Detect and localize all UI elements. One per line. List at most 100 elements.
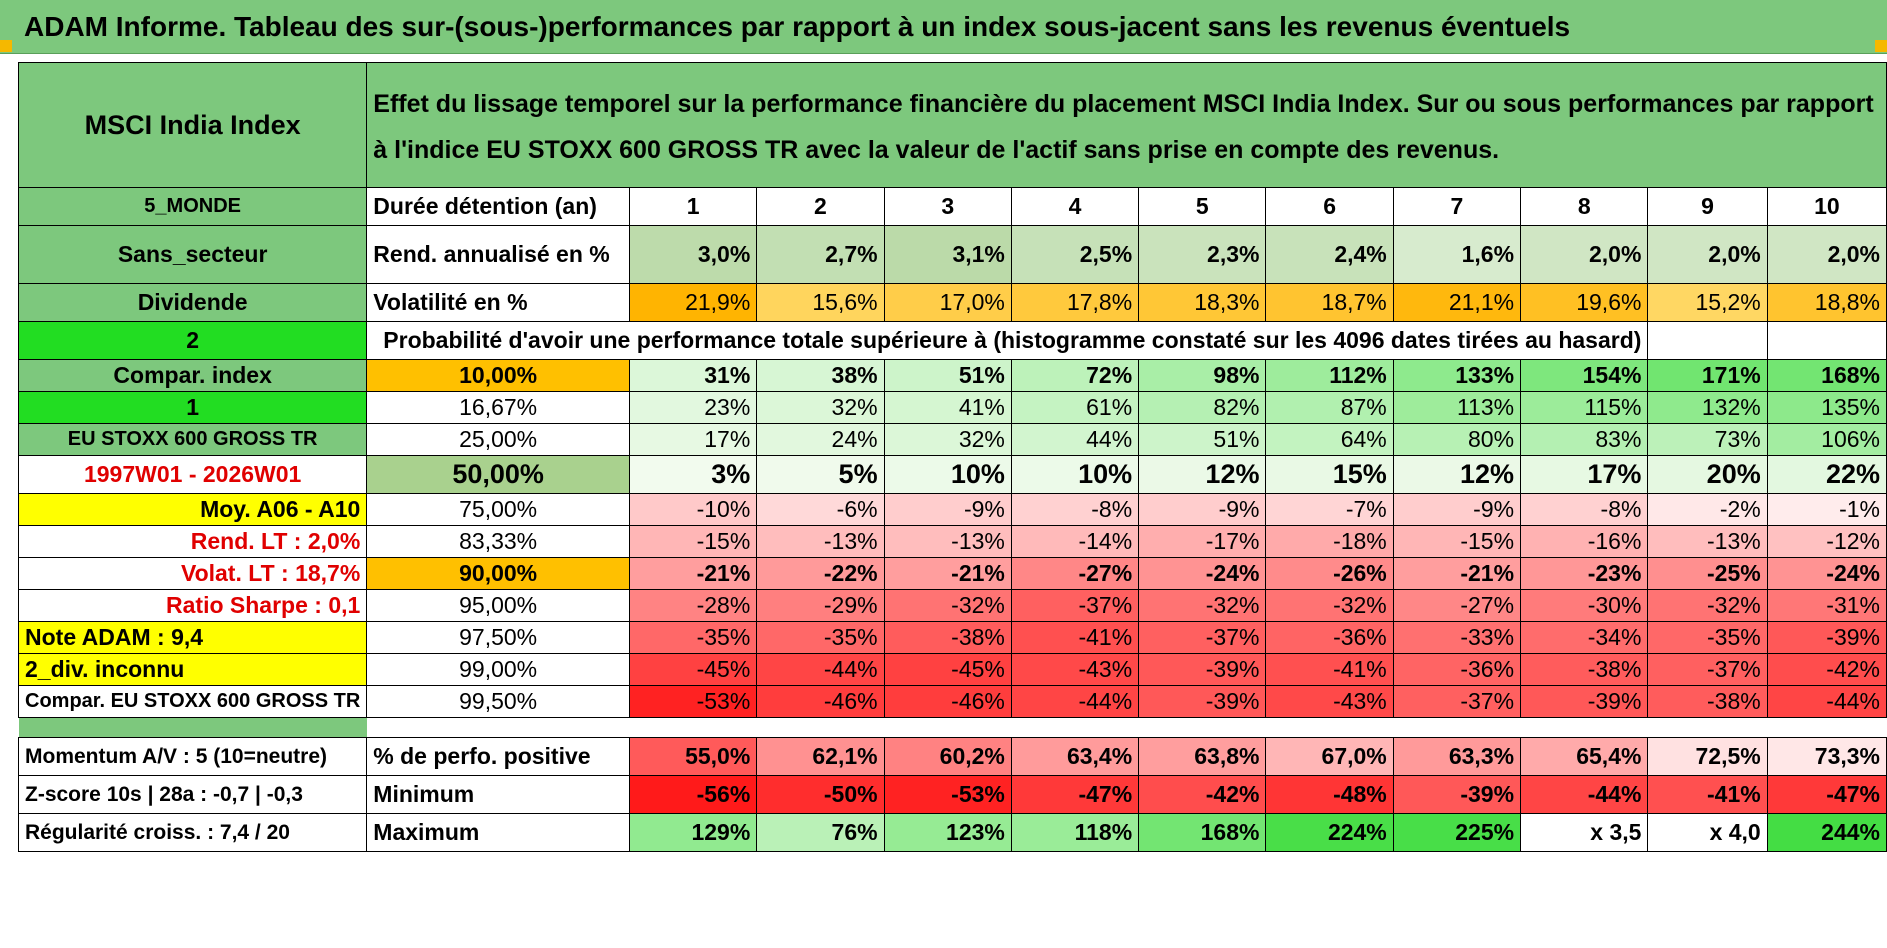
quantile-value-cell[interactable]: -33% [1392,621,1522,654]
description-cell[interactable]: Effet du lissage temporel sur la perform… [366,62,1887,188]
quantile-value-cell[interactable]: -6% [756,493,885,526]
quantile-value-cell[interactable]: -37% [1647,653,1768,686]
quantile-value-cell[interactable]: -46% [756,685,885,718]
return-value-cell[interactable]: 2,4% [1265,225,1394,284]
volatility-value-cell[interactable]: 21,1% [1392,283,1522,322]
quantile-value-cell[interactable]: -34% [1520,621,1649,654]
quantile-value-cell[interactable]: -15% [628,525,758,558]
quantile-value-cell[interactable]: 73% [1647,423,1768,456]
quantile-value-cell[interactable]: 113% [1392,391,1522,424]
volatility-value-cell[interactable]: 18,7% [1265,283,1394,322]
quantile-value-cell[interactable]: -24% [1766,557,1887,590]
return-value-cell[interactable]: 2,3% [1138,225,1267,284]
positive-value-cell[interactable]: 55,0% [628,737,758,776]
return-value-cell[interactable]: 2,7% [756,225,885,284]
quantile-value-cell[interactable]: -39% [1520,685,1649,718]
percentile-cell[interactable]: 95,00% [366,589,630,622]
minimum-value-cell[interactable]: -47% [1766,775,1887,814]
quantile-value-cell[interactable]: 87% [1265,391,1394,424]
quantile-value-cell[interactable]: -13% [756,525,885,558]
positive-value-cell[interactable]: 63,4% [1010,737,1140,776]
volatility-label-cell[interactable]: Volatilité en % [366,283,630,322]
side-label-cell[interactable]: 1 [17,391,368,424]
quantile-value-cell[interactable]: -9% [883,493,1012,526]
quantile-value-cell[interactable]: 115% [1520,391,1649,424]
minimum-value-cell[interactable]: -53% [883,775,1012,814]
year-cell[interactable]: 3 [883,187,1012,226]
quantile-value-cell[interactable]: -22% [756,557,885,590]
quantile-value-cell[interactable]: -21% [883,557,1012,590]
quantile-value-cell[interactable]: 171% [1647,359,1768,392]
volatility-value-cell[interactable]: 17,0% [883,283,1012,322]
quantile-value-cell[interactable]: -30% [1520,589,1649,622]
side-label-cell[interactable]: Ratio Sharpe : 0,1 [17,589,368,622]
quantile-value-cell[interactable]: 51% [1138,423,1267,456]
quantile-value-cell[interactable]: -42% [1766,653,1887,686]
probability-caption-cell[interactable]: Probabilité d'avoir une performance tota… [366,321,1648,360]
quantile-value-cell[interactable]: -16% [1520,525,1649,558]
quantile-value-cell[interactable]: -26% [1265,557,1394,590]
side-label-cell[interactable]: 1997W01 - 2026W01 [17,455,368,494]
side-label-cell[interactable]: Compar. EU STOXX 600 GROSS TR [17,685,368,718]
quantile-value-cell[interactable]: 64% [1265,423,1394,456]
percentile-cell[interactable]: 90,00% [366,557,630,590]
minimum-value-cell[interactable]: -44% [1520,775,1649,814]
volatility-value-cell[interactable]: 17,8% [1010,283,1140,322]
return-label-cell[interactable]: Rend. annualisé en % [366,225,630,284]
quantile-value-cell[interactable]: 38% [756,359,885,392]
quantile-value-cell[interactable]: -38% [1647,685,1768,718]
quantile-value-cell[interactable]: -37% [1392,685,1522,718]
year-cell[interactable]: 7 [1392,187,1522,226]
quantile-value-cell[interactable]: -36% [1265,621,1394,654]
quantile-value-cell[interactable]: 83% [1520,423,1649,456]
quantile-value-cell[interactable]: -35% [756,621,885,654]
maximum-value-cell[interactable]: x 3,5 [1520,813,1649,852]
quantile-value-cell[interactable]: -41% [1010,621,1140,654]
zone-cell[interactable]: 5_MONDE [17,187,368,226]
percentile-cell[interactable]: 25,00% [366,423,630,456]
return-value-cell[interactable]: 3,1% [883,225,1012,284]
quantile-value-cell[interactable]: 168% [1766,359,1887,392]
quantile-value-cell[interactable]: -27% [1010,557,1140,590]
percentile-cell[interactable]: 99,50% [366,685,630,718]
volatility-value-cell[interactable]: 15,6% [756,283,885,322]
quantile-value-cell[interactable]: -21% [1392,557,1522,590]
quantile-value-cell[interactable]: -23% [1520,557,1649,590]
quantile-value-cell[interactable]: 10% [1010,455,1140,494]
quantile-value-cell[interactable]: 72% [1010,359,1140,392]
quantile-value-cell[interactable]: 22% [1766,455,1887,494]
quantile-value-cell[interactable]: -31% [1766,589,1887,622]
side-label-cell[interactable]: Moy. A06 - A10 [17,493,368,526]
quantile-value-cell[interactable]: 133% [1392,359,1522,392]
maximum-value-cell[interactable]: 168% [1138,813,1267,852]
quantile-value-cell[interactable]: -53% [628,685,758,718]
quantile-value-cell[interactable]: -39% [1138,685,1267,718]
quantile-value-cell[interactable]: -24% [1138,557,1267,590]
quantile-value-cell[interactable]: 5% [756,455,885,494]
percentile-cell[interactable]: 75,00% [366,493,630,526]
quantile-value-cell[interactable]: -45% [883,653,1012,686]
return-value-cell[interactable]: 2,0% [1520,225,1649,284]
minimum-value-cell[interactable]: -48% [1265,775,1394,814]
volatility-value-cell[interactable]: 18,8% [1766,283,1887,322]
volatility-value-cell[interactable]: 21,9% [628,283,758,322]
quantile-value-cell[interactable]: -25% [1647,557,1768,590]
side-label-cell[interactable]: EU STOXX 600 GROSS TR [17,423,368,456]
positive-value-cell[interactable]: 72,5% [1647,737,1768,776]
side-label-cell[interactable]: Rend. LT : 2,0% [17,525,368,558]
quantile-value-cell[interactable]: -17% [1138,525,1267,558]
quantile-value-cell[interactable]: -44% [1766,685,1887,718]
positive-value-cell[interactable]: 67,0% [1265,737,1394,776]
zscore-cell[interactable]: Z-score 10s | 28a : -0,7 | -0,3 [17,775,368,814]
quantile-value-cell[interactable]: -36% [1392,653,1522,686]
percentile-cell[interactable]: 83,33% [366,525,630,558]
positive-label-cell[interactable]: % de perfo. positive [366,737,630,776]
quantile-value-cell[interactable]: 10% [883,455,1012,494]
positive-value-cell[interactable]: 62,1% [756,737,885,776]
quantile-value-cell[interactable]: -9% [1138,493,1267,526]
year-cell[interactable]: 1 [628,187,758,226]
quantile-value-cell[interactable]: 17% [1520,455,1649,494]
quantile-value-cell[interactable]: -32% [1265,589,1394,622]
empty-cell[interactable] [1647,321,1768,360]
year-cell[interactable]: 2 [756,187,885,226]
